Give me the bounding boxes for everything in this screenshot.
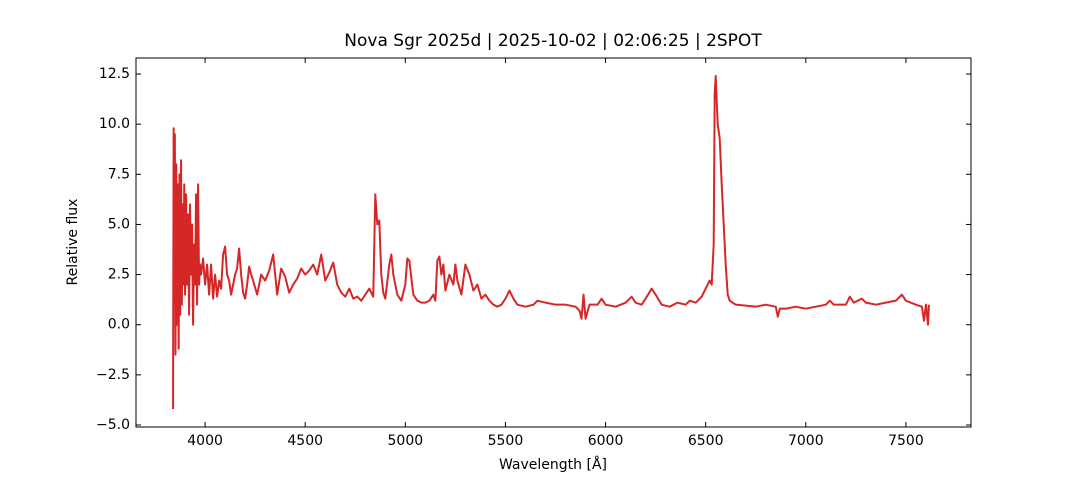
y-tick-label: −2.5 [96,367,130,383]
y-tick-label: 10.0 [99,116,130,132]
x-tick-label: 7000 [788,433,824,449]
y-tick-label: 12.5 [99,66,130,82]
x-tick-label: 4000 [187,433,223,449]
chart-title: Nova Sgr 2025d | 2025-10-02 | 02:06:25 |… [344,31,762,51]
y-tick-label: 7.5 [108,166,130,182]
y-tick-label: 2.5 [108,267,130,283]
y-tick-label: −5.0 [96,417,130,433]
spectrum-line [172,75,930,409]
y-tick-label: 5.0 [108,216,130,232]
x-tick-label: 7500 [888,433,924,449]
plot-frame [135,57,972,428]
y-tick-label: 0.0 [108,317,130,333]
x-axis-label: Wavelength [Å] [499,456,607,473]
x-tick-label: 6000 [588,433,624,449]
y-axis-label: Relative flux [65,199,81,286]
x-tick-label: 5500 [488,433,524,449]
x-tick-label: 6500 [688,433,724,449]
x-tick-label: 5000 [388,433,424,449]
x-tick-label: 4500 [287,433,323,449]
